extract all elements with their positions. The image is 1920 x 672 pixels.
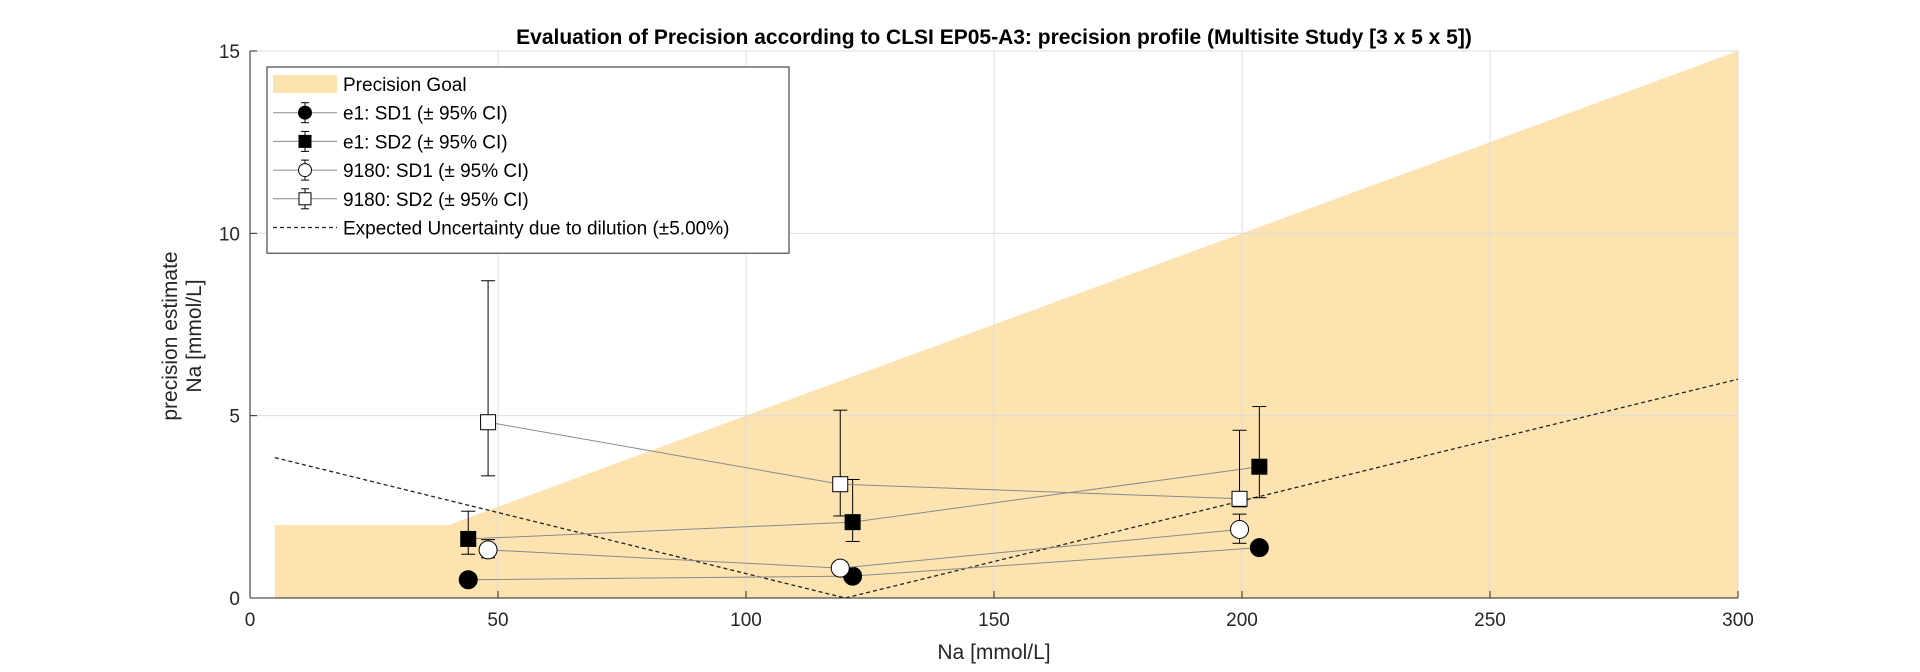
tick-labels: 0 50 100 150 200 250 300 0 5 10 15 <box>219 42 1754 631</box>
y-tick-label: 10 <box>219 224 240 245</box>
y-tick-label: 15 <box>219 42 240 63</box>
precision-goal-area <box>274 51 1738 598</box>
data-point <box>460 530 477 547</box>
legend-swatch-precision-goal <box>273 75 337 93</box>
data-point <box>830 558 850 578</box>
x-tick-label: 150 <box>978 610 1010 631</box>
dilution-uncertainty-path <box>274 378 1739 599</box>
precision-goal-fill <box>274 51 1738 598</box>
y-axis-label-line-2: Na [mmol/L] <box>183 279 206 392</box>
series-3 <box>480 280 1248 517</box>
data-point <box>1249 538 1269 558</box>
x-tick-label: 300 <box>1722 610 1754 631</box>
legend-marker-series-3 <box>298 192 312 206</box>
legend-box <box>266 66 790 254</box>
data-point <box>478 540 498 560</box>
legend-marker-series-1 <box>298 134 312 148</box>
data-point <box>480 414 497 431</box>
x-tick-label: 50 <box>487 610 508 631</box>
data-point <box>844 514 861 531</box>
data-point <box>832 476 849 493</box>
legend-marker-series-0 <box>298 105 312 120</box>
y-tick-label: 5 <box>229 407 240 428</box>
chart-title: Evaluation of Precision according to CLS… <box>516 26 1472 49</box>
series-1 <box>460 406 1268 555</box>
y-tick-label: 0 <box>229 589 240 610</box>
legend-label-dilution: Expected Uncertainty due to dilution (±5… <box>343 219 729 240</box>
series-layer <box>458 280 1269 590</box>
series-2 <box>478 513 1250 578</box>
data-point <box>1230 519 1250 539</box>
legend: Precision Goal e1: SD1 (± 95% CI) e1: SD2 … <box>266 66 790 254</box>
x-tick-label: 250 <box>1474 610 1506 631</box>
data-point <box>1231 490 1248 507</box>
data-point <box>458 570 478 590</box>
x-tick-label: 200 <box>1226 610 1258 631</box>
legend-label-series-3: 9180: SD2 (± 95% CI) <box>343 190 529 211</box>
x-tick-label: 100 <box>730 610 762 631</box>
x-axis-label: Na [mmol/L] <box>937 641 1050 664</box>
legend-label-series-2: 9180: SD1 (± 95% CI) <box>343 161 529 182</box>
data-point <box>1251 458 1268 475</box>
y-axis-label-line-1: precision estimate <box>159 251 182 420</box>
x-tick-label: 0 <box>245 610 256 631</box>
dilution-uncertainty-line <box>274 378 1739 599</box>
legend-label-series-1: e1: SD2 (± 95% CI) <box>343 132 508 153</box>
axes <box>249 50 1739 599</box>
legend-label-precision-goal: Precision Goal <box>343 75 467 96</box>
y-axis-label: precision estimate Na [mmol/L] <box>159 251 206 420</box>
legend-marker-series-2 <box>298 163 312 178</box>
legend-label-series-0: e1: SD1 (± 95% CI) <box>343 104 508 125</box>
